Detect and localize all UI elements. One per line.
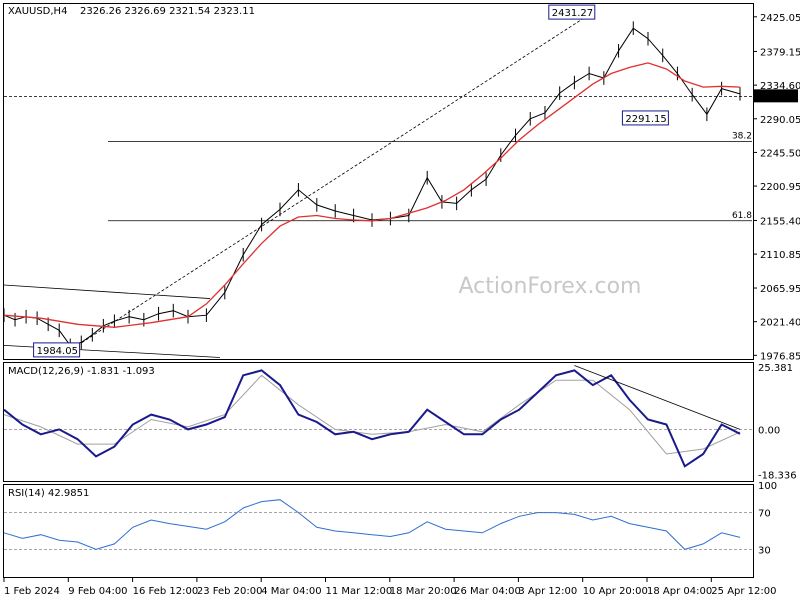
price-y-tick-label: 2334.60 bbox=[760, 81, 800, 92]
price-panel-frame bbox=[3, 3, 754, 360]
macd-y-tick-label: 0.00 bbox=[758, 425, 780, 436]
x-tick-label: 25 Apr 12:00 bbox=[711, 586, 776, 597]
x-tick-label: 18 Mar 20:00 bbox=[390, 586, 457, 597]
price-y-tick-label: 2110.85 bbox=[760, 250, 800, 261]
annotation-box bbox=[621, 110, 669, 126]
annotation-label: 2431.27 bbox=[552, 8, 593, 19]
fib-label: 38.2 bbox=[732, 131, 752, 141]
price-y-tick-label: 2200.95 bbox=[760, 182, 800, 193]
x-tick-label: 4 Mar 04:00 bbox=[261, 586, 321, 597]
x-tick-label: 26 Mar 04:00 bbox=[454, 586, 521, 597]
fib-label: 61.8 bbox=[732, 211, 752, 221]
macd-y-tick-label: -18.336 bbox=[758, 470, 797, 481]
x-tick-label: 16 Feb 12:00 bbox=[133, 586, 199, 597]
current-price-label: 2319.74 bbox=[757, 92, 798, 103]
rsi-y-tick-label: 70 bbox=[758, 509, 771, 520]
annotation-box bbox=[548, 4, 596, 20]
x-tick-label: 10 Apr 20:00 bbox=[583, 586, 648, 597]
x-tick-label: 23 Feb 20:00 bbox=[197, 586, 263, 597]
price-layer: 2425.05 2379.15 2334.60 2290.05 2245.50 2200.… bbox=[3, 4, 800, 362]
macd-title: MACD(12,26,9) -1.831 -1.093 bbox=[8, 366, 155, 377]
rsi-layer: 100 70 30 bbox=[3, 481, 777, 556]
price-y-tick-label: 2379.15 bbox=[760, 47, 800, 58]
price-y-tick-label: 2425.05 bbox=[760, 13, 800, 24]
macd-trendline bbox=[574, 365, 741, 430]
annotation-box bbox=[33, 342, 81, 358]
annotation-label: 1984.05 bbox=[37, 346, 78, 357]
rsi-line bbox=[3, 499, 741, 550]
watermark: ActionForex.com bbox=[459, 274, 642, 299]
header-symbol: XAUUSD,H4 bbox=[8, 6, 67, 17]
x-tick-label: 18 Apr 04:00 bbox=[647, 586, 712, 597]
channel-upper-line bbox=[3, 284, 211, 299]
macd-y-tick-label: 25.381 bbox=[758, 363, 793, 374]
rsi-title: RSI(14) 42.9851 bbox=[8, 488, 89, 499]
macd-layer: 25.381 0.00 -18.336 bbox=[3, 363, 797, 481]
price-y-tick-label: 1976.85 bbox=[760, 351, 800, 362]
annotation-label: 2291.15 bbox=[625, 114, 666, 125]
x-tick-label: 1 Feb 2024 bbox=[4, 586, 60, 597]
price-y-tick-label: 2021.40 bbox=[760, 318, 800, 329]
price-line bbox=[3, 27, 741, 346]
price-y-tick-label: 2155.40 bbox=[760, 216, 800, 227]
trendline-dashed bbox=[77, 11, 594, 346]
signal-line bbox=[3, 374, 741, 455]
x-tick-label: 9 Feb 04:00 bbox=[68, 586, 127, 597]
price-y-tick-label: 2290.05 bbox=[760, 115, 800, 126]
x-tick-label: 3 Apr 12:00 bbox=[518, 586, 577, 597]
ma-line bbox=[3, 62, 741, 328]
rsi-y-tick-label: 30 bbox=[758, 545, 771, 556]
x-tick-label: 11 Mar 12:00 bbox=[326, 586, 393, 597]
current-price-box bbox=[754, 89, 798, 103]
rsi-panel-frame bbox=[3, 484, 754, 578]
macd-panel-frame bbox=[3, 362, 754, 482]
header-ohlc: 2326.26 2326.69 2321.54 2323.11 bbox=[80, 6, 255, 17]
macd-line bbox=[3, 369, 741, 468]
price-y-tick-label: 2245.50 bbox=[760, 148, 800, 159]
price-y-tick-label: 2065.95 bbox=[760, 284, 800, 295]
rsi-y-tick-label: 100 bbox=[758, 481, 777, 492]
